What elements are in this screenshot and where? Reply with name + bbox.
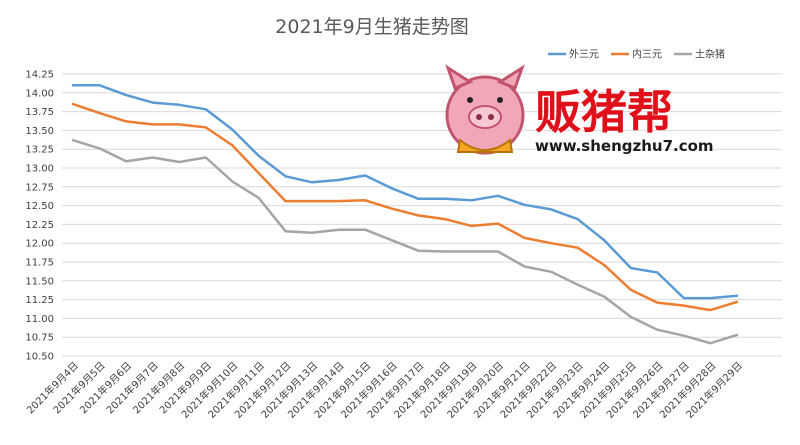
y-tick-label: 13.75 — [25, 107, 54, 118]
y-tick-label: 12.75 — [25, 182, 54, 193]
chart-series — [71, 84, 739, 345]
brand-url: www.shengzhu7.com — [535, 137, 714, 155]
y-tick-label: 12.50 — [25, 201, 54, 212]
y-tick-label: 12.00 — [25, 239, 54, 250]
y-axis: 10.50 10.75 11.00 11.25 11.50 11.75 12.00 12.25… — [25, 70, 54, 363]
y-tick-label: 10.50 — [25, 352, 54, 363]
series-line — [71, 102, 739, 312]
series-line — [71, 138, 739, 345]
legend-label: 内三元 — [632, 48, 662, 61]
chart-legend: 外三元 内三元 土杂猪 — [548, 48, 725, 61]
y-tick-label: 11.00 — [25, 314, 54, 325]
y-tick-label: 14.25 — [25, 70, 54, 81]
y-tick-label: 11.75 — [25, 258, 54, 269]
series-line — [71, 84, 739, 300]
y-tick-label: 11.50 — [25, 276, 54, 287]
legend-label: 外三元 — [569, 49, 599, 61]
chart-title: 2021年9月生猪走势图 — [275, 16, 468, 38]
y-tick-label: 13.50 — [25, 126, 54, 137]
x-axis: 2021年9月4日2021年9月5日2021年9月6日2021年9月7日2021… — [24, 359, 745, 421]
y-tick-label: 13.00 — [25, 164, 54, 175]
brand-watermark: 贩猪帮 www.shengzhu7.com — [445, 64, 714, 155]
legend-label: 土杂猪 — [695, 48, 725, 61]
pig-mascot-icon — [445, 64, 525, 155]
y-tick-label: 14.00 — [25, 88, 54, 99]
y-tick-label: 10.75 — [25, 333, 54, 344]
brand-name: 贩猪帮 — [535, 85, 673, 139]
y-tick-label: 11.25 — [25, 295, 54, 306]
chart-grid — [62, 73, 782, 357]
y-tick-label: 13.25 — [25, 145, 54, 156]
y-tick-label: 12.25 — [25, 220, 54, 231]
